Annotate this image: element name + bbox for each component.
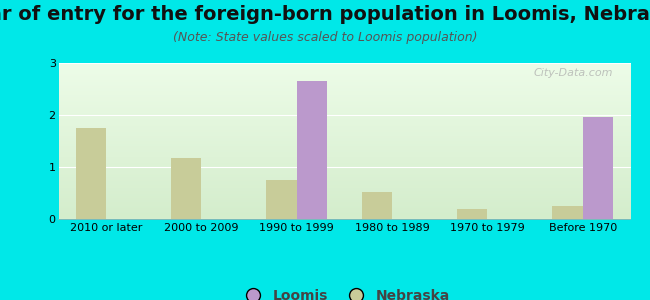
Bar <box>171 158 202 219</box>
Bar <box>266 180 297 219</box>
Legend: Loomis, Nebraska: Loomis, Nebraska <box>234 284 455 300</box>
Bar <box>361 192 392 219</box>
Bar <box>583 117 614 219</box>
Bar <box>75 128 106 219</box>
Text: City-Data.com: City-Data.com <box>534 68 614 78</box>
Text: (Note: State values scaled to Loomis population): (Note: State values scaled to Loomis pop… <box>173 32 477 44</box>
Bar <box>457 208 488 219</box>
Bar <box>297 81 328 219</box>
Text: Year of entry for the foreign-born population in Loomis, Nebraska: Year of entry for the foreign-born popul… <box>0 4 650 23</box>
Bar <box>552 206 583 219</box>
